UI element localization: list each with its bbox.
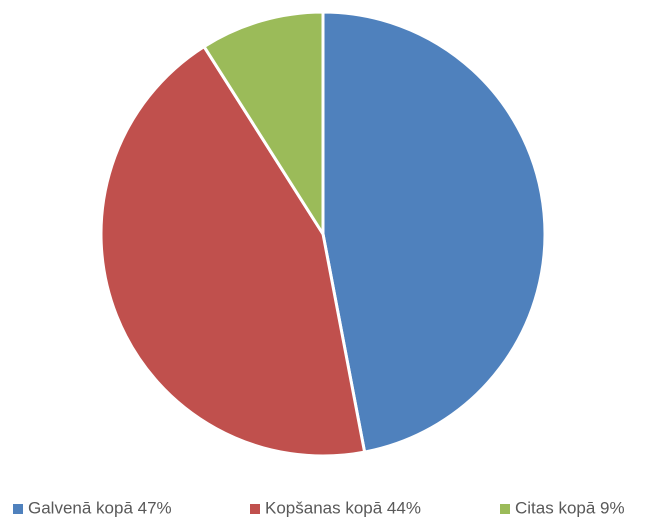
- legend-label: Kopšanas kopā 44%: [265, 498, 421, 517]
- legend-label: Galvenā kopā 47%: [28, 498, 172, 517]
- legend-swatch: [250, 504, 260, 514]
- pie-slice: [99, 45, 367, 458]
- legend-swatch: [13, 504, 23, 514]
- pie-slice: [202, 10, 325, 236]
- legend-label: Citas kopā 9%: [515, 498, 625, 517]
- legend-swatch: [500, 504, 510, 514]
- pie-slice: [321, 10, 547, 454]
